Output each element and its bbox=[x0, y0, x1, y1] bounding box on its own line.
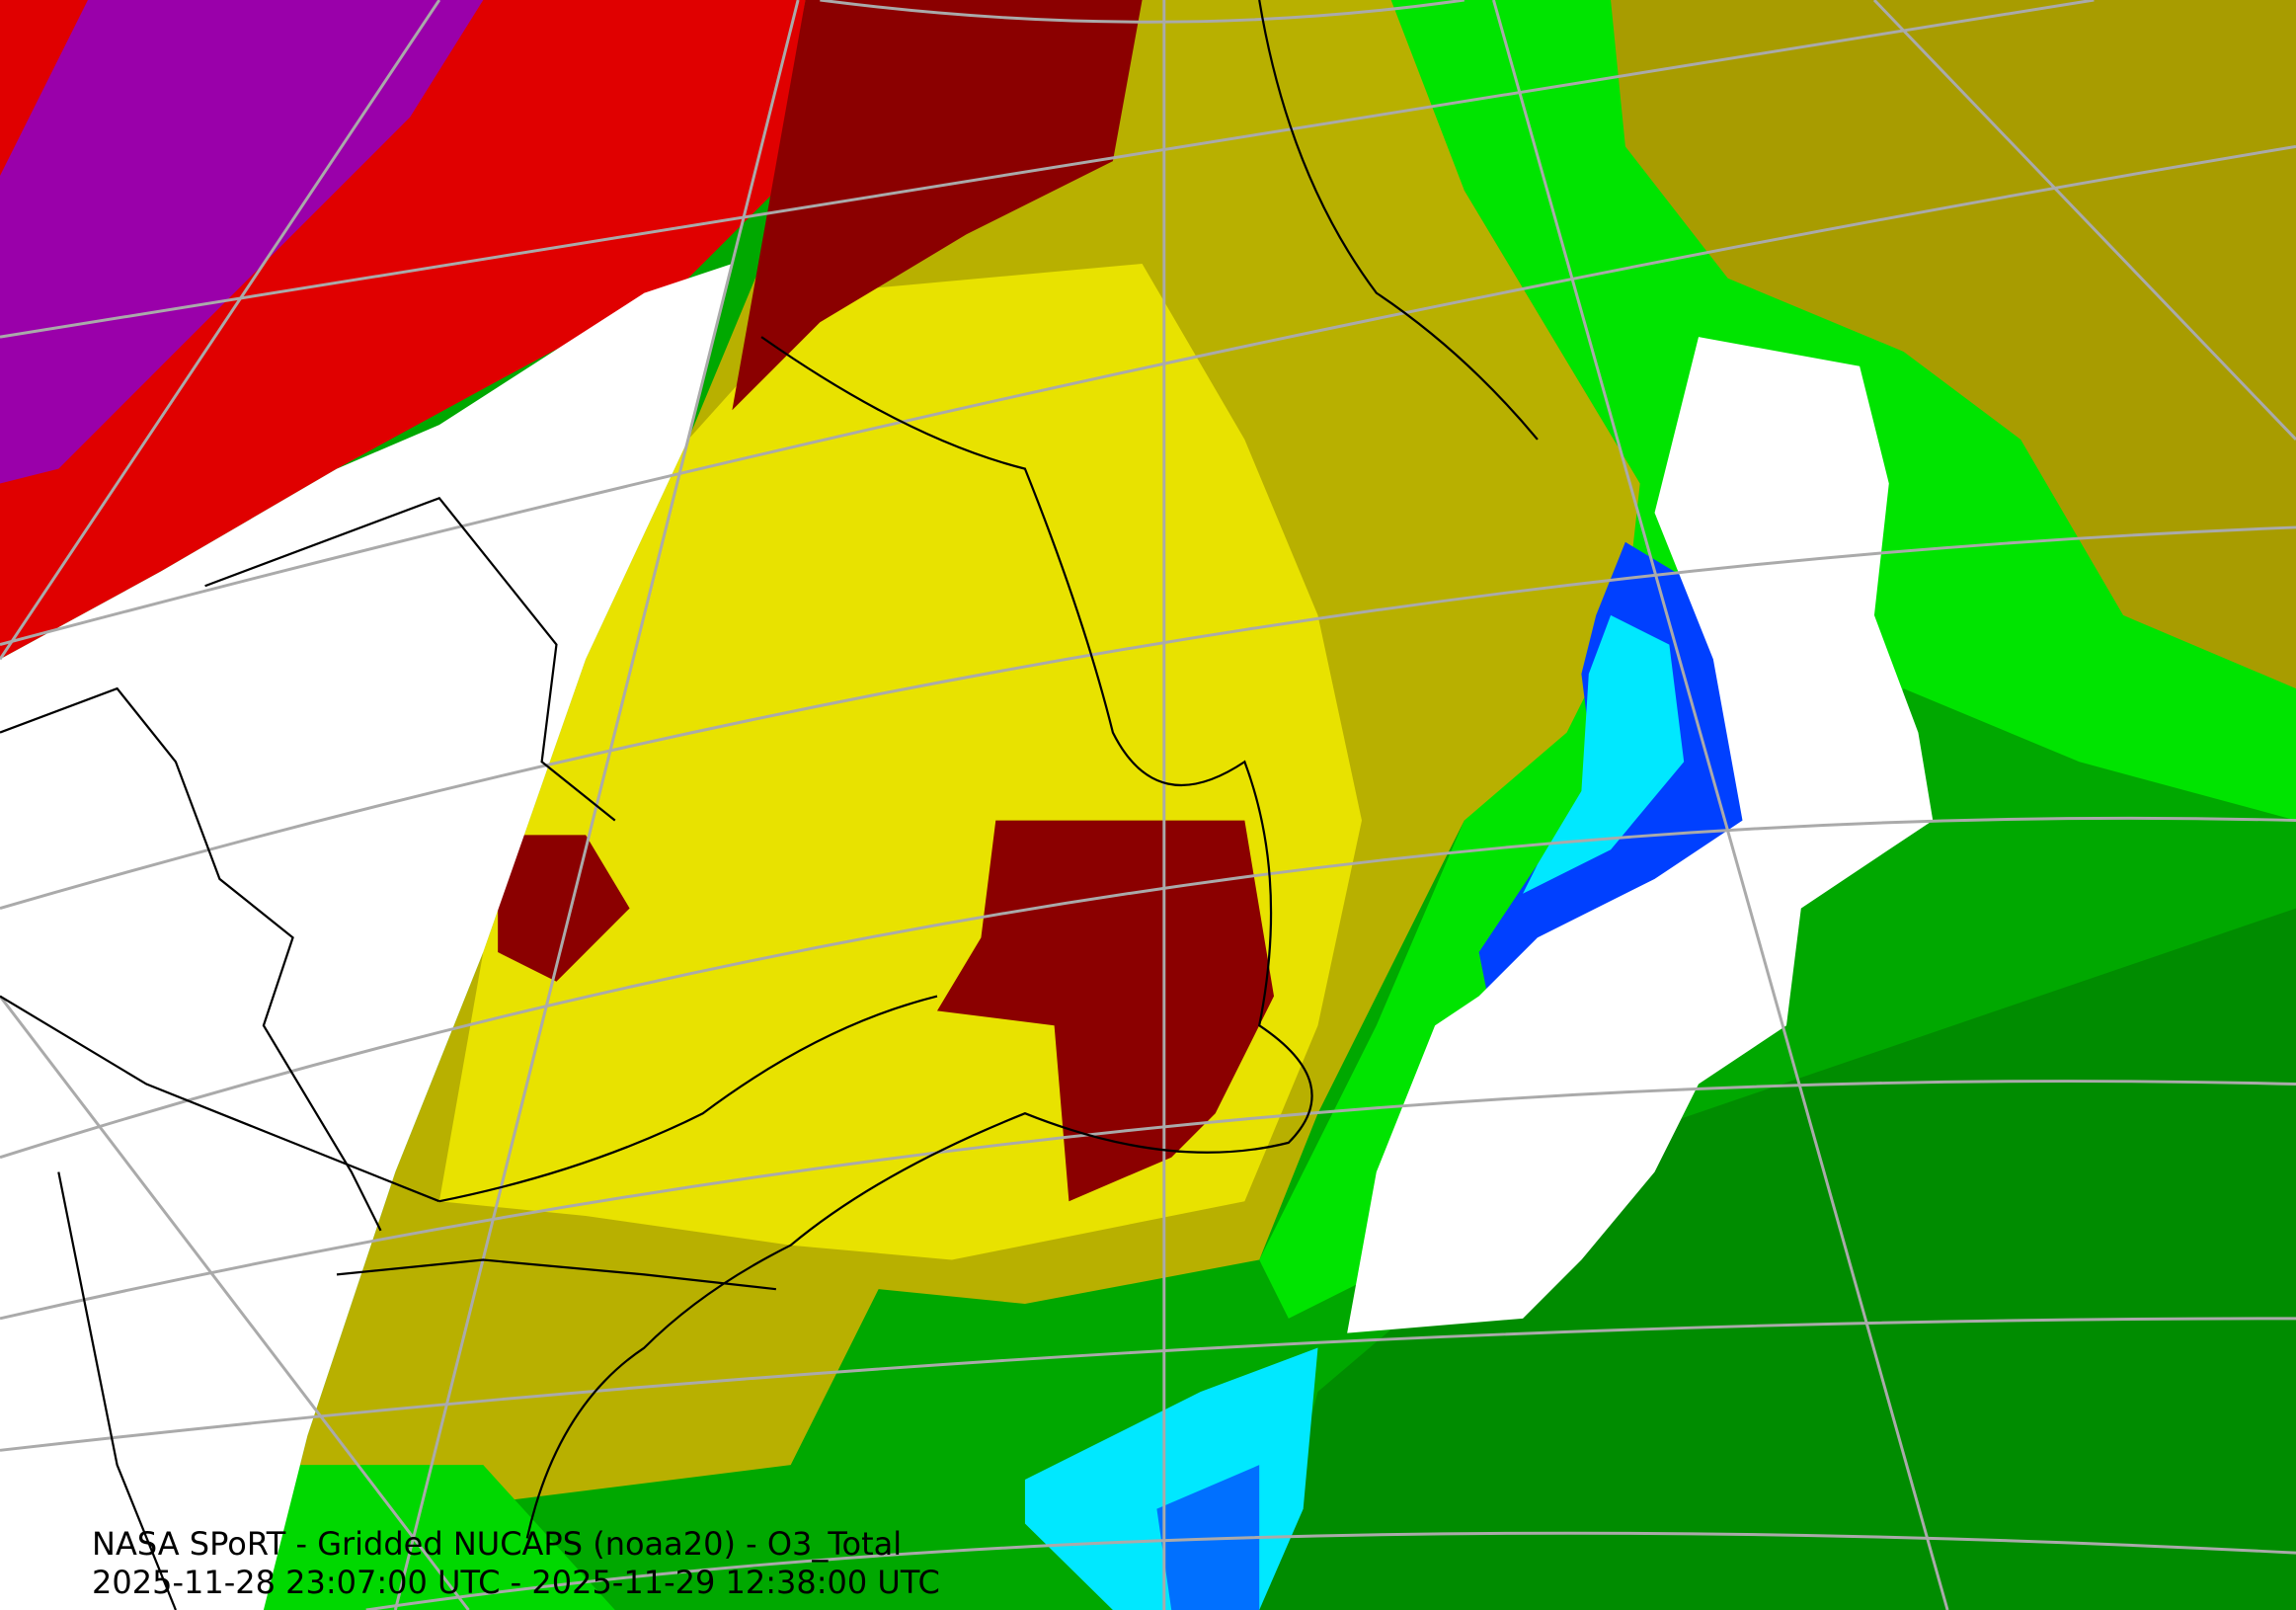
no-data-gap-west bbox=[0, 263, 733, 1610]
field-cyan-strip bbox=[1523, 614, 1685, 894]
coastlines bbox=[0, 0, 1539, 1610]
field-blue-south bbox=[1156, 1465, 1260, 1610]
field-darkred-north bbox=[732, 0, 1143, 411]
field-darkred-west bbox=[498, 835, 630, 982]
field-darkred-center bbox=[936, 820, 1275, 1202]
field-dark-green-southeast bbox=[1259, 908, 2296, 1610]
field-green-southwest bbox=[234, 1465, 615, 1610]
map-time-range: 2025-11-28 23:07:00 UTC - 2025-11-29 12:… bbox=[92, 1564, 940, 1601]
no-data-gap-east bbox=[1347, 337, 1934, 1333]
field-olive-upper-right bbox=[1611, 0, 2296, 689]
map-title: NASA SPoRT - Gridded NUCAPS (noaa20) - O… bbox=[92, 1525, 903, 1563]
field-purple-northwest bbox=[0, 0, 484, 484]
